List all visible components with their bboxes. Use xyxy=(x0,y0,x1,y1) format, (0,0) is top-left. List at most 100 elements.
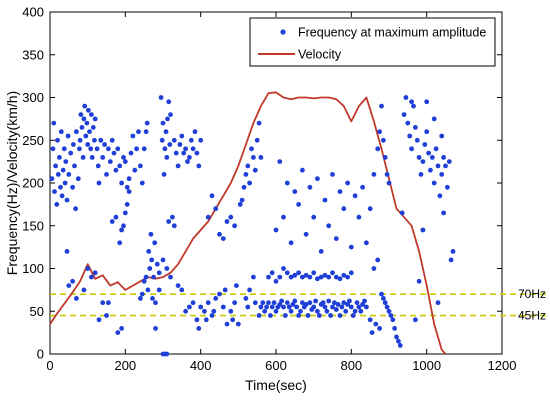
frequency-point xyxy=(149,257,155,263)
frequency-point xyxy=(377,326,382,331)
frequency-point xyxy=(71,142,76,147)
frequency-point xyxy=(277,159,283,165)
frequency-point xyxy=(292,189,298,195)
frequency-point xyxy=(153,326,158,331)
frequency-point xyxy=(298,308,303,314)
x-tick-label: 1000 xyxy=(412,358,441,373)
frequency-point xyxy=(394,334,399,340)
frequency-point xyxy=(203,317,209,323)
plot-area xyxy=(49,11,503,355)
frequency-point xyxy=(132,167,138,173)
reference-label-70Hz: 70Hz xyxy=(518,287,546,301)
frequency-point xyxy=(445,184,450,190)
frequency-point xyxy=(187,304,192,310)
frequency-point xyxy=(333,236,339,242)
frequency-point xyxy=(156,270,162,276)
axes: 0 200 400 600 800 1000 1200 0 50 100 150 200 250 300 3… xyxy=(22,5,516,374)
x-tick-label: 600 xyxy=(265,358,287,373)
frequency-point xyxy=(194,150,200,156)
frequency-point xyxy=(121,223,126,229)
frequency-point xyxy=(307,300,313,306)
frequency-point xyxy=(379,291,384,297)
frequency-point xyxy=(74,129,79,135)
frequency-point xyxy=(164,351,170,357)
x-tick-label: 0 xyxy=(46,358,53,373)
frequency-point xyxy=(424,129,430,135)
frequency-point xyxy=(284,270,290,276)
frequency-point xyxy=(337,313,343,318)
frequency-point xyxy=(413,125,418,130)
frequency-point xyxy=(89,155,95,160)
frequency-point xyxy=(202,308,207,314)
frequency-point xyxy=(80,155,86,160)
x-axis-label: Time(sec) xyxy=(245,377,307,393)
frequency-point xyxy=(296,202,301,207)
frequency-point xyxy=(64,197,70,203)
frequency-point xyxy=(61,146,67,152)
frequency-point xyxy=(179,287,185,293)
frequency-point xyxy=(337,189,343,195)
frequency-point xyxy=(92,116,98,122)
frequency-point xyxy=(341,206,347,212)
frequency-point xyxy=(441,210,446,216)
frequency-point xyxy=(168,112,173,117)
y-tick-label: 50 xyxy=(30,304,44,319)
frequency-point xyxy=(52,189,57,195)
frequency-point xyxy=(277,274,283,280)
frequency-point xyxy=(245,163,251,169)
frequency-point xyxy=(352,193,358,199)
frequency-point xyxy=(356,214,362,220)
frequency-point xyxy=(269,304,275,310)
frequency-point xyxy=(281,304,286,310)
frequency-point xyxy=(104,172,109,177)
frequency-point xyxy=(141,146,147,152)
frequency-point xyxy=(409,99,414,105)
frequency-point xyxy=(141,278,147,284)
frequency-point xyxy=(360,184,365,190)
frequency-point xyxy=(119,326,124,331)
frequency-point xyxy=(92,270,98,276)
frequency-point xyxy=(143,129,149,135)
legend-box xyxy=(249,17,496,67)
frequency-point xyxy=(187,155,192,160)
frequency-point xyxy=(117,163,123,169)
frequency-point xyxy=(55,137,60,143)
frequency-point xyxy=(209,193,215,199)
frequency-point xyxy=(396,338,401,344)
frequency-point xyxy=(198,304,204,310)
frequency-point xyxy=(403,95,409,100)
frequency-point xyxy=(381,137,386,143)
frequency-point xyxy=(126,189,132,195)
frequency-point xyxy=(138,296,143,301)
frequency-point xyxy=(326,274,332,280)
frequency-point xyxy=(281,214,286,220)
frequency-point xyxy=(384,304,390,310)
frequency-point xyxy=(159,137,165,143)
frequency-point xyxy=(55,172,61,177)
frequency-point xyxy=(74,296,79,301)
frequency-point xyxy=(356,304,362,310)
frequency-point xyxy=(94,146,100,152)
frequency-point xyxy=(237,202,243,207)
frequency-point xyxy=(53,163,58,169)
frequency-point xyxy=(89,112,94,117)
frequency-point xyxy=(190,300,196,306)
x-tick-label: 1200 xyxy=(488,358,517,373)
frequency-point xyxy=(397,343,403,348)
frequency-point xyxy=(414,137,420,143)
y-tick-label: 400 xyxy=(22,5,44,20)
frequency-point xyxy=(420,159,426,165)
frequency-point xyxy=(162,146,168,152)
frequency-point xyxy=(324,308,330,314)
frequency-point xyxy=(322,272,328,278)
frequency-point xyxy=(217,291,222,297)
frequency-point xyxy=(166,219,172,224)
frequency-point xyxy=(367,206,373,212)
frequency-point xyxy=(205,214,211,220)
frequency-point xyxy=(64,249,70,254)
frequency-point xyxy=(371,172,377,177)
frequency-point xyxy=(194,317,200,323)
frequency-series xyxy=(49,95,456,357)
frequency-point xyxy=(367,317,373,323)
frequency-point xyxy=(262,308,268,314)
